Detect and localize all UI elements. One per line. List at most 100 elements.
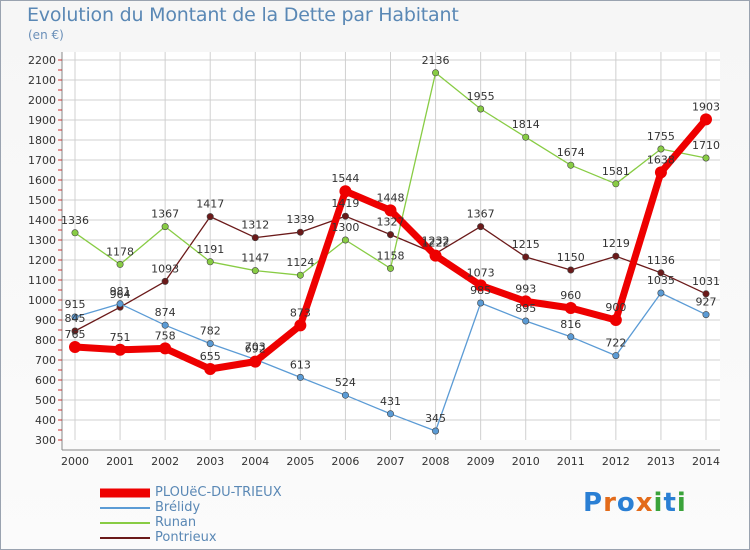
data-point	[657, 269, 665, 277]
y-tick-label: 2000	[28, 94, 56, 107]
legend-label: Runan	[155, 515, 197, 530]
data-point	[567, 333, 575, 341]
data-label: 985	[470, 284, 491, 297]
data-point	[429, 249, 442, 262]
data-point	[71, 229, 79, 237]
data-label: 1903	[692, 100, 720, 113]
x-tick-label: 2006	[331, 455, 359, 468]
data-point	[116, 300, 124, 308]
data-label: 1150	[557, 251, 585, 264]
y-tick-label: 1300	[28, 234, 56, 247]
data-point	[702, 290, 710, 298]
y-tick-label: 500	[35, 394, 56, 407]
data-label: 655	[200, 350, 221, 363]
y-tick-label: 300	[35, 434, 56, 447]
data-point	[386, 231, 394, 239]
y-tick-label: 600	[35, 374, 56, 387]
legend-item: PLOUëC-DU-TRIEUX	[100, 485, 282, 500]
data-point	[612, 180, 620, 188]
data-point	[700, 113, 712, 126]
legend-swatch	[100, 536, 150, 539]
series-lines	[69, 69, 712, 435]
data-point	[249, 355, 262, 368]
data-point	[71, 327, 79, 335]
legend-label: Brélidy	[155, 500, 201, 515]
data-label: 1448	[377, 191, 405, 204]
data-label: 2136	[422, 54, 450, 67]
data-point	[386, 264, 394, 272]
legend-swatch	[100, 506, 150, 509]
data-label: 1419	[331, 197, 359, 210]
data-label: 915	[65, 298, 86, 311]
data-point	[251, 234, 259, 242]
logo-letter: t	[663, 488, 677, 518]
data-point	[657, 145, 665, 153]
data-point	[71, 313, 79, 321]
data-point	[567, 161, 575, 169]
legend: PLOUëC-DU-TRIEUX Brélidy Runan Pontrieux	[100, 485, 282, 545]
data-label: 1327	[377, 216, 405, 229]
y-tick-label: 700	[35, 354, 56, 367]
data-point	[204, 363, 217, 375]
y-tick-label: 2100	[28, 74, 56, 87]
chart-subtitle: (en €)	[28, 28, 64, 42]
data-label: 1544	[331, 172, 359, 185]
data-label: 1215	[512, 238, 540, 251]
data-label: 1136	[647, 254, 675, 267]
y-tick-label: 1100	[28, 274, 56, 287]
grid-lines	[62, 52, 720, 440]
data-point	[206, 340, 214, 348]
data-label: 1814	[512, 118, 540, 131]
data-point	[522, 253, 530, 261]
chart-title: Evolution du Montant de la Dette par Hab…	[27, 4, 459, 26]
data-label: 981	[110, 285, 131, 298]
data-label: 692	[245, 343, 266, 356]
data-label: 1955	[467, 90, 495, 103]
data-label: 1158	[377, 249, 405, 262]
proxiti-logo: Proxiti	[583, 488, 687, 518]
y-tick-label: 900	[35, 314, 56, 327]
data-label: 927	[696, 296, 717, 309]
y-tick-label: 400	[35, 414, 56, 427]
data-label: 874	[155, 306, 176, 319]
y-tick-label: 1800	[28, 134, 56, 147]
data-point	[384, 204, 397, 217]
data-label: 1073	[467, 266, 495, 279]
legend-item: Runan	[100, 515, 282, 530]
data-label: 1178	[106, 245, 134, 258]
data-label: 703	[245, 340, 266, 353]
x-tick-label: 2003	[196, 455, 224, 468]
x-tick-label: 2004	[241, 455, 269, 468]
y-tick-label: 1200	[28, 254, 56, 267]
data-label: 1581	[602, 165, 630, 178]
legend-label: PLOUëC-DU-TRIEUX	[155, 485, 282, 500]
x-tick-label: 2002	[151, 455, 179, 468]
data-point	[522, 317, 530, 325]
x-tick-label: 2005	[286, 455, 314, 468]
data-point	[519, 295, 532, 308]
data-label: 1710	[692, 139, 720, 152]
data-point	[159, 342, 172, 355]
data-point	[477, 299, 485, 307]
data-label: 1367	[467, 208, 495, 221]
x-tick-label: 2007	[377, 455, 405, 468]
data-label: 845	[65, 312, 86, 325]
data-label: 1367	[151, 208, 179, 221]
x-tick-label: 2011	[557, 455, 585, 468]
data-label: 1147	[241, 252, 269, 265]
data-label: 524	[335, 376, 356, 389]
data-point	[206, 258, 214, 266]
data-label: 960	[560, 289, 581, 302]
data-point	[69, 341, 81, 353]
data-point	[386, 410, 394, 418]
legend-label: Pontrieux	[155, 530, 217, 545]
logo-letter: x	[635, 488, 654, 518]
data-point	[341, 236, 349, 244]
y-tick-label: 2200	[28, 54, 56, 67]
logo-letter: i	[653, 488, 664, 518]
data-label: 1417	[196, 198, 224, 211]
data-point	[296, 228, 304, 236]
data-point	[564, 302, 577, 314]
data-point	[339, 185, 352, 198]
